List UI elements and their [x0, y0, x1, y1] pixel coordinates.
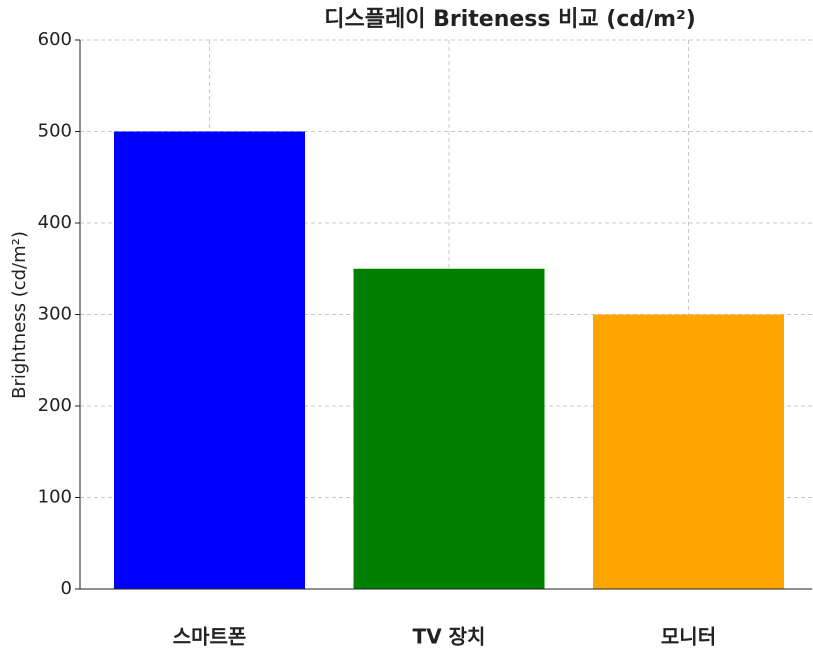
bar [353, 268, 545, 589]
y-tick-label: 400 [38, 212, 72, 233]
y-tick-label: 300 [38, 304, 72, 325]
chart-title: 디스플레이 Briteness 비교 (cd/m²) [324, 7, 696, 32]
y-tick-label: 500 [38, 121, 72, 142]
y-tick-label: 600 [38, 29, 72, 50]
bar [114, 131, 305, 589]
x-tick-label: 스마트폰 [173, 625, 247, 649]
x-tick-label: TV 장치 [413, 625, 486, 649]
y-axis-label: Brightness (cd/m²) [9, 231, 30, 399]
y-tick-label: 200 [38, 395, 72, 416]
y-tick-label: 100 [38, 487, 72, 508]
x-tick-label: 모니터 [661, 625, 716, 649]
y-tick-label: 0 [61, 578, 72, 599]
bar [593, 314, 784, 589]
